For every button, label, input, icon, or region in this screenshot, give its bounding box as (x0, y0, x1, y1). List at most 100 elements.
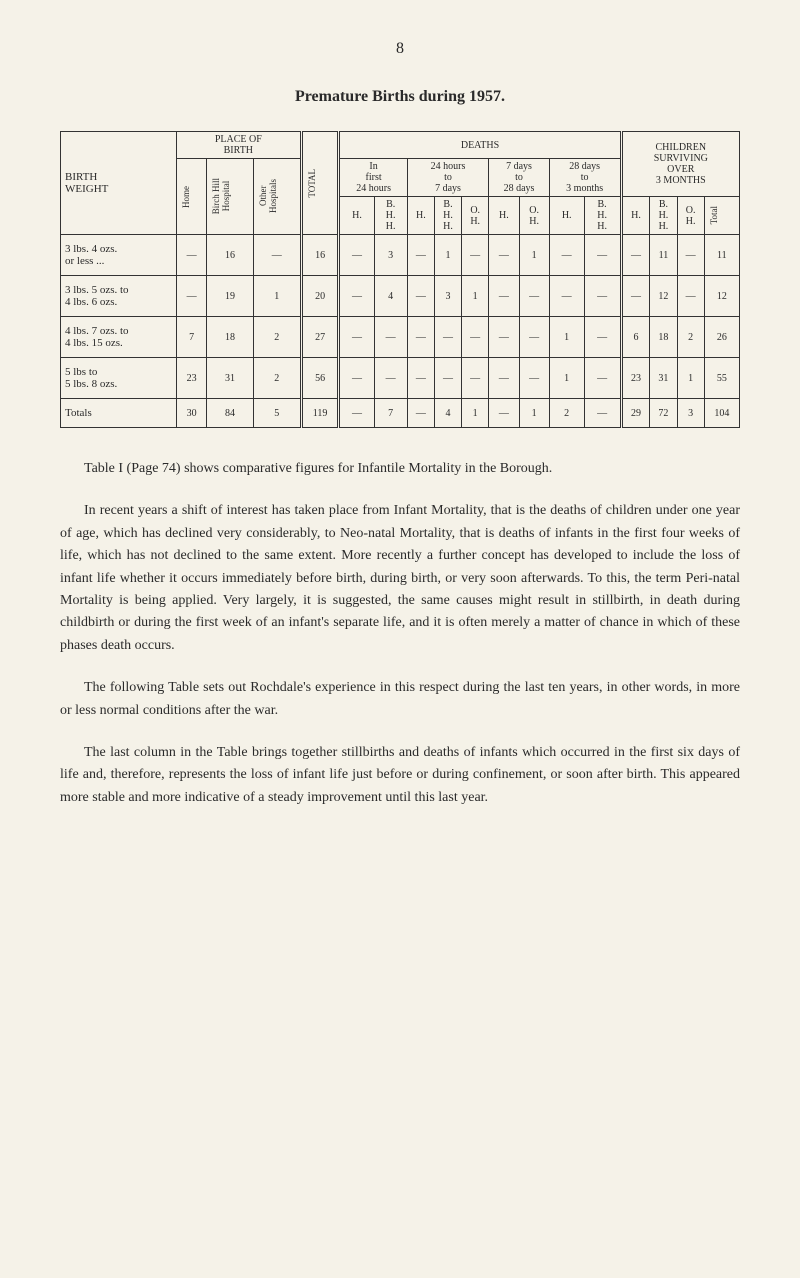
table-cell: 31 (207, 358, 253, 399)
table-cell: — (462, 317, 489, 358)
paragraph-3: The following Table sets out Rochdale's … (60, 677, 740, 722)
col-oh: O. H. (462, 197, 489, 235)
table-cell: — (519, 276, 549, 317)
table-cell: 18 (207, 317, 253, 358)
col-bhh: B. H. H. (584, 197, 621, 235)
table-cell: 18 (650, 317, 677, 358)
table-cell: — (339, 235, 374, 276)
table-cell: 3 (677, 399, 704, 428)
table-row: Totals30845119—7—41—12—29723104 (61, 399, 740, 428)
table-cell: — (584, 399, 621, 428)
table-cell: — (621, 276, 650, 317)
table-cell: — (374, 358, 407, 399)
col-oh: O. H. (677, 197, 704, 235)
table-cell: 2 (253, 317, 301, 358)
table-cell: — (407, 276, 434, 317)
table-cell: 7 (177, 317, 207, 358)
col-h: H. (407, 197, 434, 235)
table-cell: — (489, 358, 519, 399)
table-cell: 2 (253, 358, 301, 399)
header-deaths: DEATHS (339, 132, 621, 159)
table-cell: 104 (704, 399, 739, 428)
period-24h: In first 24 hours (339, 159, 407, 197)
table-cell: — (549, 276, 584, 317)
table-cell: 6 (621, 317, 650, 358)
table-cell: 1 (549, 358, 584, 399)
table-cell: — (677, 235, 704, 276)
table-title: Premature Births during 1957. (60, 88, 740, 106)
table-cell: — (339, 276, 374, 317)
table-cell: — (489, 235, 519, 276)
table-cell: 11 (650, 235, 677, 276)
table-cell: 12 (650, 276, 677, 317)
paragraph-4: The last column in the Table brings toge… (60, 742, 740, 809)
table-cell: 1 (462, 276, 489, 317)
table-cell: 1 (434, 235, 461, 276)
table-cell: 16 (207, 235, 253, 276)
table-cell: — (434, 358, 461, 399)
table-cell: — (374, 317, 407, 358)
table-cell: 3 (434, 276, 461, 317)
page-number: 8 (60, 40, 740, 58)
table-cell: 5 lbs to 5 lbs. 8 ozs. (61, 358, 177, 399)
table-cell: 1 (519, 399, 549, 428)
col-h: H. (621, 197, 650, 235)
col-bhh: B. H. H. (650, 197, 677, 235)
table-cell: — (434, 317, 461, 358)
table-row: 3 lbs. 5 ozs. to 4 lbs. 6 ozs.—19120—4—3… (61, 276, 740, 317)
table-cell: — (177, 276, 207, 317)
table-cell: — (519, 358, 549, 399)
table-cell: — (407, 399, 434, 428)
period-7d: 24 hours to 7 days (407, 159, 489, 197)
table-cell: 27 (301, 317, 339, 358)
table-cell: 23 (621, 358, 650, 399)
table-cell: 4 lbs. 7 ozs. to 4 lbs. 15 ozs. (61, 317, 177, 358)
table-row: 4 lbs. 7 ozs. to 4 lbs. 15 ozs.718227———… (61, 317, 740, 358)
col-oh: O. H. (519, 197, 549, 235)
header-place-of-birth: PLACE OF BIRTH (177, 132, 302, 159)
table-cell: 29 (621, 399, 650, 428)
table-cell: 30 (177, 399, 207, 428)
table-cell: — (677, 276, 704, 317)
table-cell: — (584, 358, 621, 399)
table-cell: 119 (301, 399, 339, 428)
paragraph-2: In recent years a shift of interest has … (60, 500, 740, 657)
paragraph-1: Table I (Page 74) shows comparative figu… (60, 458, 740, 480)
table-cell: — (407, 317, 434, 358)
table-cell: — (489, 276, 519, 317)
table-cell: — (253, 235, 301, 276)
table-cell: 20 (301, 276, 339, 317)
table-cell: 72 (650, 399, 677, 428)
header-birth-weight: BIRTH WEIGHT (61, 132, 177, 235)
table-cell: Totals (61, 399, 177, 428)
table-cell: 3 lbs. 4 ozs. or less ... (61, 235, 177, 276)
table-cell: 7 (374, 399, 407, 428)
table-cell: 4 (374, 276, 407, 317)
col-bhh: B. H. H. (374, 197, 407, 235)
table-cell: — (177, 235, 207, 276)
table-cell: 4 (434, 399, 461, 428)
table-cell: — (462, 235, 489, 276)
table-cell: 5 (253, 399, 301, 428)
table-cell: 1 (519, 235, 549, 276)
table-cell: 3 (374, 235, 407, 276)
table-cell: 56 (301, 358, 339, 399)
table-cell: 3 lbs. 5 ozs. to 4 lbs. 6 ozs. (61, 276, 177, 317)
table-cell: — (584, 276, 621, 317)
table-cell: 2 (677, 317, 704, 358)
table-cell: 55 (704, 358, 739, 399)
col-h: H. (339, 197, 374, 235)
col-total: Total (704, 197, 739, 235)
table-cell: — (621, 235, 650, 276)
table-cell: 1 (549, 317, 584, 358)
table-cell: — (584, 235, 621, 276)
period-3m: 28 days to 3 months (549, 159, 621, 197)
header-total: TOTAL (301, 132, 339, 235)
premature-births-table: BIRTH WEIGHT PLACE OF BIRTH TOTAL DEATHS… (60, 131, 740, 428)
table-row: 3 lbs. 4 ozs. or less ...—16—16—3—1——1——… (61, 235, 740, 276)
table-cell: — (339, 317, 374, 358)
table-cell: — (489, 317, 519, 358)
table-row: 5 lbs to 5 lbs. 8 ozs.2331256———————1—23… (61, 358, 740, 399)
period-28d: 7 days to 28 days (489, 159, 549, 197)
table-cell: 19 (207, 276, 253, 317)
